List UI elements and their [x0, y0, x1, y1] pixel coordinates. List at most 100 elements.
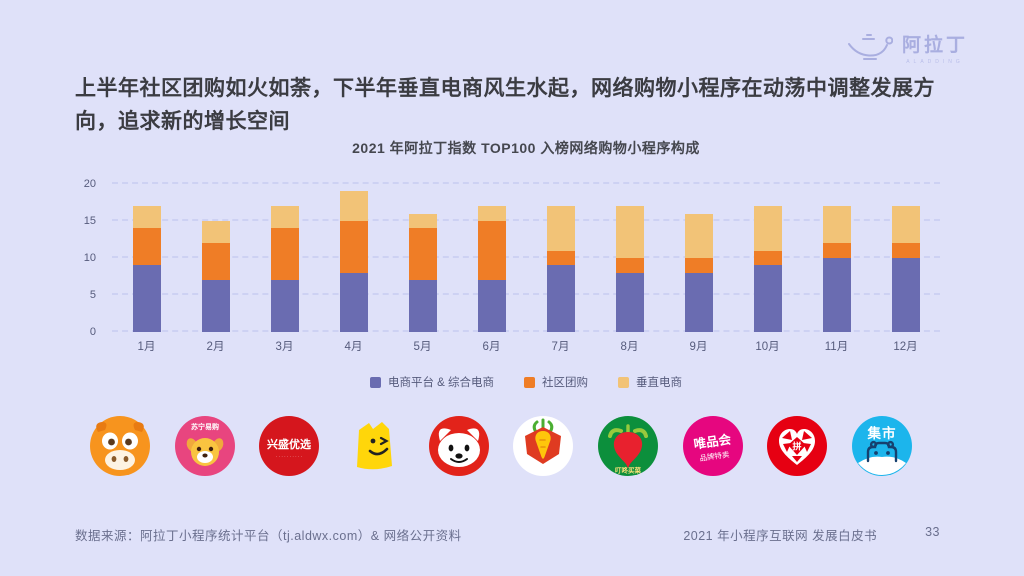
bar-column [112, 184, 181, 332]
bar-segment [546, 265, 575, 332]
bar-column [664, 184, 733, 332]
pin-character: 拼 [793, 441, 802, 452]
bar-segment [546, 250, 575, 266]
page-title: 上半年社区团购如火如荼，下半年垂直电商风生水起，网络购物小程序在动荡中调整发展方… [75, 77, 935, 133]
stacked-bar [408, 184, 437, 332]
joy-dog-logo [427, 414, 491, 478]
x-tick-label: 6月 [482, 341, 501, 353]
legend-item: 垂直电商 [618, 374, 682, 390]
bar-segment [615, 272, 644, 332]
footer-page-number: 33 [925, 525, 940, 539]
x-tick-label: 4月 [344, 341, 363, 353]
bar-segment [822, 206, 851, 244]
vipshop-icon: 唯品会 品牌特卖 [682, 416, 743, 476]
bar-segment [891, 206, 920, 244]
gridline [112, 330, 940, 332]
stacked-bar [339, 184, 368, 332]
bar-segment [477, 280, 506, 332]
footer-right: 2021 年小程序互联网 发展白皮书 33 [683, 525, 940, 544]
x-tick-label: 2月 [206, 341, 225, 353]
stacked-bar [477, 184, 506, 332]
legend-swatch [369, 376, 381, 388]
stacked-bar [270, 184, 299, 332]
carrot-shield-logo [511, 414, 575, 478]
gridline [112, 293, 940, 295]
suning-puppy-icon: 苏宁易购 [174, 416, 235, 476]
bar-segment [546, 206, 575, 251]
genie-lamp-icon [847, 33, 893, 60]
vipshop-tagline: 品牌特卖 [698, 449, 730, 463]
bar-segment [201, 280, 230, 332]
bar-segment [615, 258, 644, 273]
bar-segment [132, 265, 161, 332]
x-tick-label: 9月 [689, 341, 708, 353]
bar-segment [822, 258, 851, 332]
bar-segment [684, 272, 713, 332]
bar-segment [891, 243, 920, 258]
legend-label: 电商平台 & 综合电商 [387, 377, 495, 389]
smiley-bag-icon [356, 422, 392, 470]
bar-column [388, 184, 457, 332]
bar-segment [753, 250, 782, 266]
brand-subtitle: ALADDING [906, 59, 964, 65]
xingsheng-label: 兴盛优选 [267, 437, 311, 451]
aladdin-brand: 阿拉丁 ALADDING [847, 30, 968, 65]
bar-segment [822, 243, 851, 258]
chart-title: 2021 年阿拉丁指数 TOP100 入榜网络购物小程序构成 [352, 140, 700, 156]
stacked-bar [132, 184, 161, 332]
logos-row: 苏宁易购 兴盛优选 · · · · · · · · · · [88, 414, 914, 478]
mosaic-heart-icon: 拼 [767, 416, 828, 476]
stacked-bar [615, 184, 644, 332]
x-tick-label: 1月 [137, 341, 156, 353]
bar-column [526, 184, 595, 332]
dingdong-maicai-logo: 叮咚买菜 [596, 414, 660, 478]
carrot-shield-icon [513, 416, 574, 476]
suning-logo: 苏宁易购 [173, 414, 237, 478]
legend-swatch [618, 376, 630, 388]
dingdong-label: 叮咚买菜 [615, 466, 642, 475]
bar-segment [132, 206, 161, 229]
bar-segment [201, 221, 230, 244]
legend-swatch [524, 376, 536, 388]
bar-segment [408, 228, 437, 281]
bar-column [595, 184, 664, 332]
y-tick-label: 5 [89, 289, 96, 301]
bar-column [250, 184, 319, 332]
legend-item: 社区团购 [524, 374, 588, 390]
bar-column [733, 184, 802, 332]
bar-segment [339, 191, 368, 222]
y-tick-label: 0 [89, 326, 96, 338]
footer-report-title: 2021 年小程序互联网 发展白皮书 [683, 529, 878, 543]
brand-name: 阿拉丁 [901, 35, 968, 56]
xingsheng-icon: 兴盛优选 · · · · · · · · · · [259, 416, 320, 476]
y-tick-label: 20 [83, 178, 96, 190]
bar-column [181, 184, 250, 332]
x-tick-label: 10月 [755, 341, 780, 353]
x-tick-label: 5月 [413, 341, 432, 353]
cow-icon [90, 416, 150, 476]
bar-column [319, 184, 388, 332]
bar-segment [684, 213, 713, 259]
x-axis: 1月 2月 3月 4月 5月 6月 7月 8月 9月 10月 11月 12月 [112, 338, 940, 354]
brand-text: 阿拉丁 ALADDING [902, 30, 968, 65]
bar-column [802, 184, 871, 332]
gridlines [112, 182, 940, 332]
bar-segment [201, 243, 230, 281]
bar-segment [477, 221, 506, 281]
bar-segment [270, 280, 299, 332]
stacked-bar [201, 184, 230, 332]
plot-area [112, 182, 940, 332]
cow-mascot-logo [88, 414, 152, 478]
legend-label: 垂直电商 [636, 377, 683, 389]
bar-column [871, 184, 940, 332]
bar-column [457, 184, 526, 332]
x-tick-label: 7月 [551, 341, 570, 353]
bar-segment [615, 206, 644, 259]
bar-segment [684, 258, 713, 273]
gridline [112, 219, 940, 221]
footer-source: 数据来源：阿拉丁小程序统计平台（tj.aldwx.com）& 网络公开资料 [75, 529, 462, 543]
stacked-bar [822, 184, 851, 332]
x-tick-label: 8月 [620, 341, 639, 353]
y-tick-label: 15 [83, 215, 96, 227]
